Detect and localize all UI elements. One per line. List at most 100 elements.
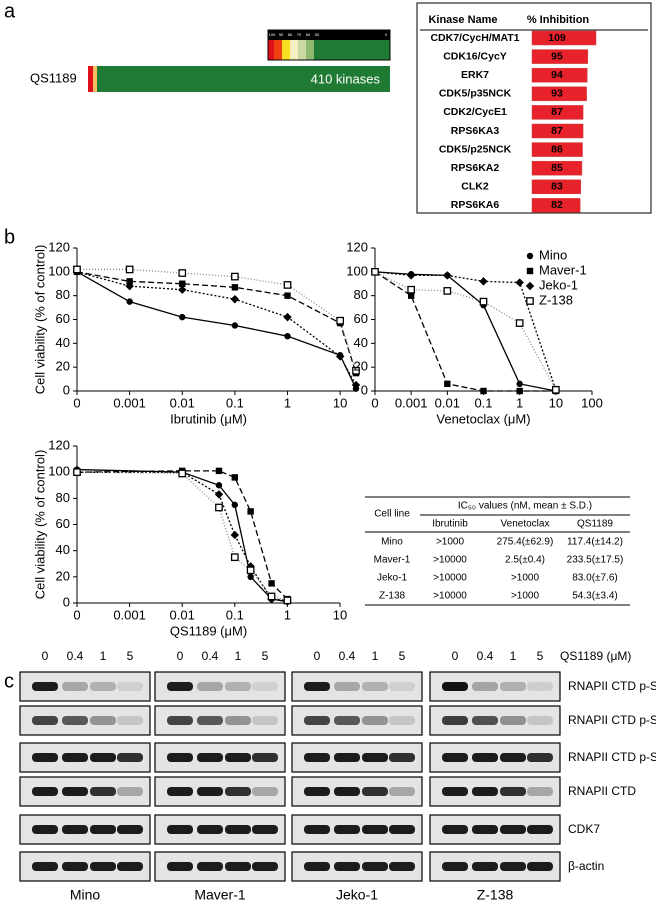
kinase-name: RPS6KA6 <box>451 199 500 211</box>
blot-band <box>90 716 116 725</box>
dose-label: 0.4 <box>339 649 356 663</box>
data-point <box>444 380 451 388</box>
y-tick-label: 40 <box>56 542 70 557</box>
y-tick-label: 20 <box>56 359 70 374</box>
y-axis-label: Cell viability (% of control) <box>32 245 47 395</box>
blot-band <box>334 682 360 691</box>
x-tick-label: 0.1 <box>474 395 492 410</box>
table-cell: >1000 <box>511 591 540 602</box>
x-tick-label: 10 <box>333 607 347 622</box>
legend-marker <box>526 297 534 305</box>
table-cell: 233.5(±17.5) <box>567 555 624 566</box>
blot-band <box>389 862 415 871</box>
blot-band <box>389 787 415 796</box>
data-point <box>406 271 416 280</box>
table-cell: >10000 <box>433 591 467 602</box>
blot-band <box>167 682 193 691</box>
inhibition-value: 82 <box>551 199 563 211</box>
kinase-name: CDK7/CycH/MAT1 <box>430 32 519 44</box>
blot-row-label: CDK7 <box>568 822 600 836</box>
table-header: IC₅₀ values (nM, mean ± S.D.) <box>458 501 592 512</box>
x-tick-label: 0.01 <box>170 607 195 622</box>
data-point <box>479 297 488 306</box>
x-tick-label: 0.01 <box>435 395 460 410</box>
blot-band <box>117 862 143 871</box>
kinase-name: ERK7 <box>461 69 489 81</box>
data-point <box>247 573 254 581</box>
blot-row-label: RNAPII CTD p-Ser5 <box>568 713 656 727</box>
blot-band <box>252 716 278 725</box>
data-point <box>231 474 238 481</box>
data-point <box>515 319 524 327</box>
legend-label: Jeko-1 <box>539 277 578 292</box>
blot-band <box>389 716 415 725</box>
kinase-table-frame <box>416 2 652 214</box>
blot-band <box>500 753 526 762</box>
panel-label: c <box>4 670 14 692</box>
table-cell: 117.4(±14.2) <box>567 537 623 548</box>
blot-band <box>117 716 143 725</box>
x-tick-label: 0 <box>371 395 378 410</box>
data-point <box>125 265 134 274</box>
x-axis-label: QS1189 (μM) <box>170 623 247 638</box>
blot-band <box>197 682 223 691</box>
series-line <box>374 271 557 391</box>
inhibition-value: 85 <box>551 162 563 174</box>
blot-band <box>304 862 330 871</box>
blot-band <box>304 753 330 762</box>
compound-label: QS1189 <box>30 70 77 85</box>
blot-band <box>362 787 388 796</box>
data-point <box>246 566 255 575</box>
dose-label: 1 <box>372 649 379 663</box>
blot-band <box>62 716 88 725</box>
kinase-name: CDK16/CycY <box>443 50 507 62</box>
dose-label: 0 <box>177 649 184 663</box>
blot-band <box>527 787 553 796</box>
y-tick-label: 60 <box>56 311 70 326</box>
blot-band <box>527 825 553 834</box>
blot-band <box>304 716 330 725</box>
table-cell: 54.3(±3.4) <box>572 591 618 602</box>
y-tick-label: 80 <box>354 287 368 302</box>
inhibition-value: 95 <box>551 50 563 62</box>
blot-band <box>442 716 468 725</box>
data-point <box>214 490 224 499</box>
inhibition-bar <box>531 123 584 139</box>
scale-label: 70 <box>297 32 302 37</box>
inhibition-bar <box>531 198 581 213</box>
y-tick-label: 120 <box>48 239 70 254</box>
x-tick-label: 1 <box>284 607 291 622</box>
blot-band <box>527 716 553 725</box>
blot-band <box>90 753 116 762</box>
blot-band <box>472 753 498 762</box>
blot-band <box>32 862 58 871</box>
blot-band <box>442 787 468 796</box>
y-tick-label: 120 <box>346 239 368 254</box>
y-axis-label: Cell viability (% of control) <box>32 450 47 600</box>
kinase-name: CDK5/p35NCK <box>439 88 512 100</box>
scale-label: 0 <box>385 32 388 37</box>
data-point <box>178 269 187 277</box>
cell-line-label: Z-138 <box>477 887 514 903</box>
data-point <box>73 468 81 477</box>
blot-band <box>442 862 468 871</box>
blot-band <box>32 825 58 834</box>
blot-band <box>472 716 498 725</box>
blot-band <box>527 862 553 871</box>
blot-band <box>334 862 360 871</box>
data-point <box>125 281 134 291</box>
inhibition-value: 87 <box>551 125 563 137</box>
data-point <box>215 467 223 475</box>
table-subheader: Venetoclax <box>501 519 550 530</box>
legend-marker <box>525 281 535 291</box>
kinase-name: CDK5/p25NCK <box>439 143 512 155</box>
heat-scale <box>267 29 391 61</box>
data-point <box>480 387 487 395</box>
x-tick-label: 0 <box>73 607 80 622</box>
blot-band <box>362 682 388 691</box>
table-cell: >10000 <box>433 573 467 584</box>
scale-label: 60 <box>306 32 311 37</box>
blot-band <box>304 825 330 834</box>
blot-band <box>442 682 468 691</box>
cell-line-label: Jeko-1 <box>336 887 378 903</box>
